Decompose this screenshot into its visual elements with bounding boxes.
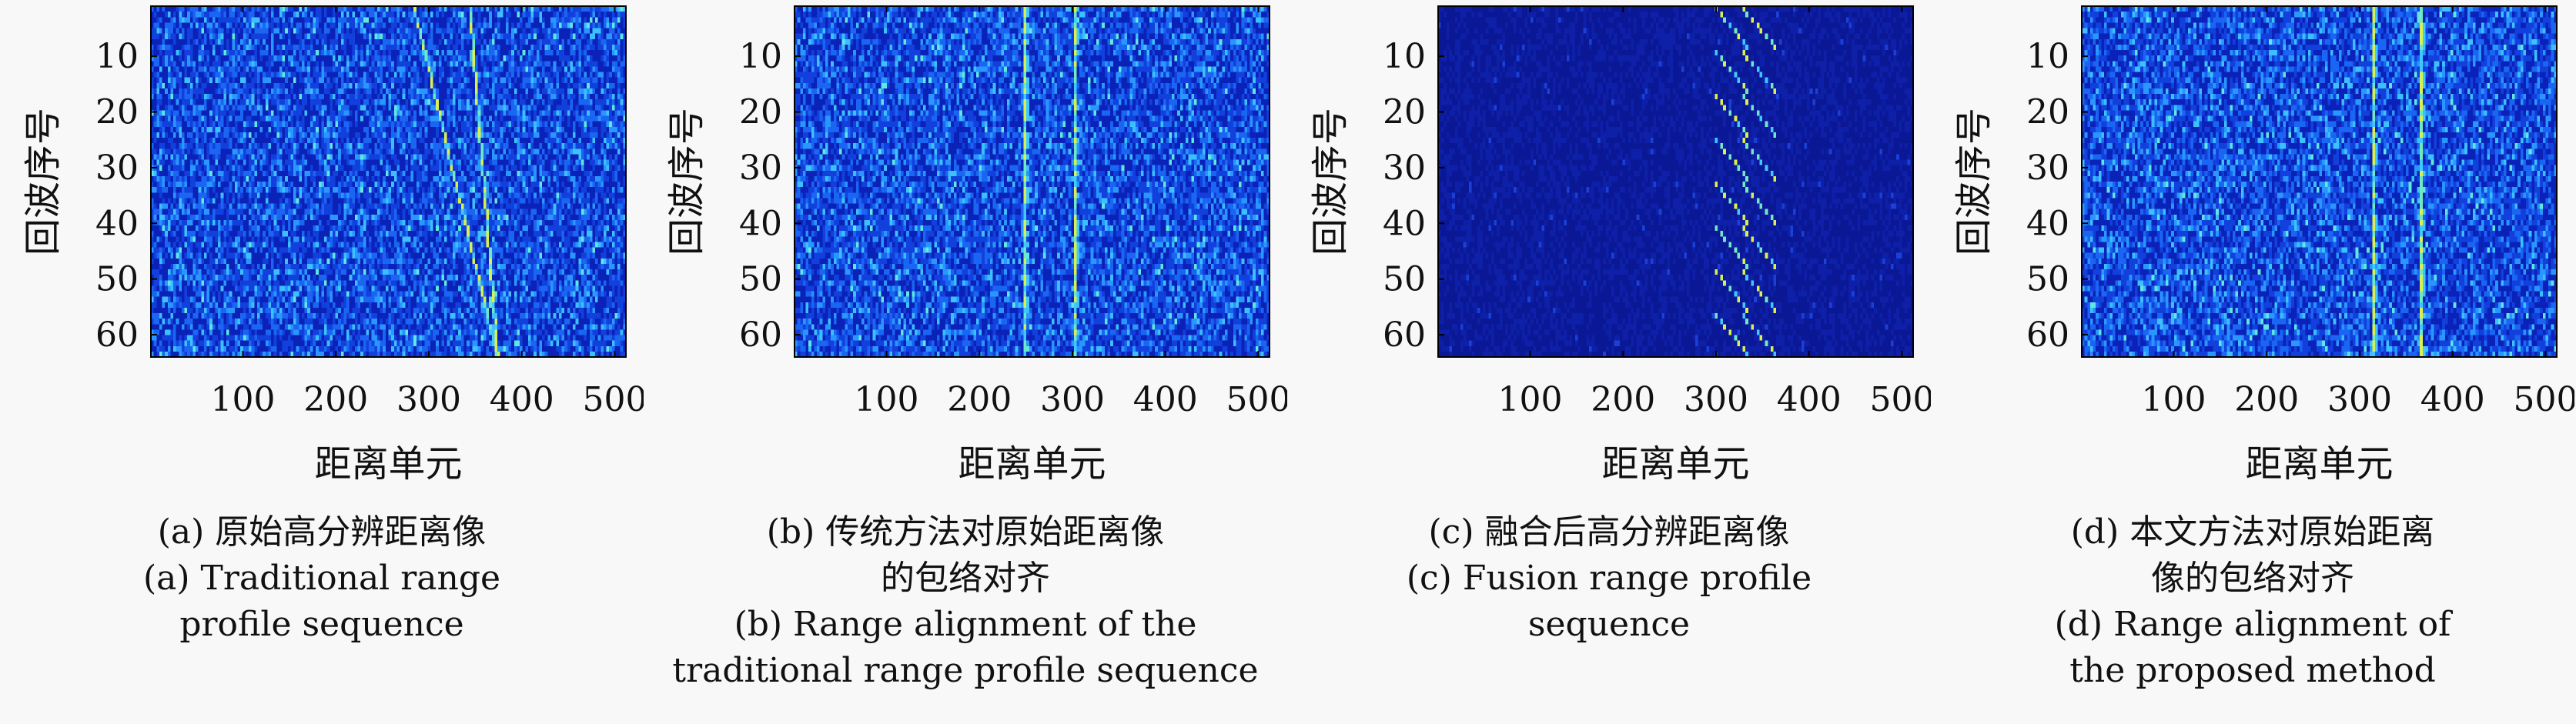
x-tick-label: 500 xyxy=(583,380,644,419)
heatmap-svg: 100 200 300 400 500 10 20 30 40 50 60 距离单元 回波序号 xyxy=(665,5,1287,485)
heatmap-svg: 100 200 300 400 500 10 20 30 40 50 60 距离单元 回波序号 xyxy=(1309,5,1931,485)
x-tick-label: 200 xyxy=(1591,380,1655,419)
x-tick-label: 400 xyxy=(1777,380,1842,419)
y-tick-label: 40 xyxy=(739,204,782,243)
heatmap-image xyxy=(1438,6,1913,357)
x-axis-label: 距离单元 xyxy=(958,442,1106,485)
y-tick-label: 50 xyxy=(739,260,782,299)
y-tick-label: 10 xyxy=(1383,37,1426,76)
x-tick-label: 300 xyxy=(1040,380,1105,419)
x-tick-label: 300 xyxy=(1684,380,1748,419)
chart-panel-2: 100 200 300 400 500 10 20 30 40 50 60 距离单元 回波序号 (b) 传… xyxy=(644,0,1287,724)
x-axis-label: 距离单元 xyxy=(2245,442,2393,485)
y-tick-label: 30 xyxy=(2026,148,2069,188)
x-tick-label: 200 xyxy=(303,380,368,419)
x-tick-label: 100 xyxy=(211,380,276,419)
heatmap-svg: 100 200 300 400 500 10 20 30 40 50 60 距离单元 回波序号 xyxy=(22,5,644,485)
caption-line: 像的包络对齐 xyxy=(2151,559,2354,598)
caption-line: (c) 融合后高分辨距离像 xyxy=(1428,512,1790,552)
x-tick-label: 500 xyxy=(1226,380,1287,419)
heatmap-image xyxy=(151,6,626,357)
chart-panel-3: 100 200 300 400 500 10 20 30 40 50 60 距离单元 回波序号 (c) 融… xyxy=(1287,0,1931,724)
caption-line: (b) 传统方法对原始距离像 xyxy=(766,512,1165,552)
caption-line: sequence xyxy=(1527,605,1691,644)
y-axis-label: 回波序号 xyxy=(22,108,65,255)
x-tick-label: 500 xyxy=(1870,380,1931,419)
heatmap-image xyxy=(2082,6,2557,357)
y-tick-label: 20 xyxy=(2026,93,2069,132)
heatmap-svg: 100 200 300 400 500 10 20 30 40 50 60 距离单元 回波序号 xyxy=(1952,5,2574,485)
plot-frame xyxy=(150,5,627,358)
x-tick-label: 400 xyxy=(1133,380,1198,419)
x-tick-label: 200 xyxy=(2234,380,2299,419)
x-axis-label: 距离单元 xyxy=(1601,442,1749,485)
caption-line: traditional range profile sequence xyxy=(672,651,1259,690)
x-tick-label: 300 xyxy=(396,380,461,419)
y-tick-label: 40 xyxy=(95,204,139,243)
y-tick-label: 50 xyxy=(95,260,139,299)
y-axis-label: 回波序号 xyxy=(1952,108,1996,255)
plot-frame xyxy=(1437,5,1914,358)
y-tick-label: 10 xyxy=(739,37,782,76)
x-tick-label: 100 xyxy=(1498,380,1563,419)
y-tick-label: 40 xyxy=(2026,204,2069,243)
caption-line: (b) Range alignment of the xyxy=(734,605,1197,644)
y-tick-label: 50 xyxy=(2026,260,2069,299)
caption-line: (d) Range alignment of xyxy=(2054,605,2451,644)
figure-caption: (a) 原始高分辨距离像 (a) Traditional range profile… xyxy=(0,509,644,648)
x-tick-label: 400 xyxy=(2420,380,2485,419)
y-tick-label: 20 xyxy=(95,93,139,132)
x-tick-label: 100 xyxy=(855,380,919,419)
y-tick-label: 20 xyxy=(1383,93,1426,132)
plot-frame xyxy=(794,5,1270,358)
x-tick-label: 100 xyxy=(2142,380,2206,419)
x-tick-label: 200 xyxy=(947,380,1012,419)
y-tick-label: 60 xyxy=(1383,315,1426,355)
y-tick-label: 60 xyxy=(739,315,782,355)
y-tick-label: 30 xyxy=(95,148,139,188)
caption-line: (a) 原始高分辨距离像 xyxy=(157,512,487,552)
y-tick-label: 60 xyxy=(2026,315,2069,355)
y-tick-label: 10 xyxy=(95,37,139,76)
heatmap-image xyxy=(795,6,1270,357)
figure-caption: (b) 传统方法对原始距离像 的包络对齐 (b) Range alignment o… xyxy=(644,509,1287,694)
caption-line: profile sequence xyxy=(179,605,464,644)
y-tick-label: 10 xyxy=(2026,37,2069,76)
plot-frame xyxy=(2081,5,2558,358)
caption-line: (a) Traditional range xyxy=(142,559,501,598)
y-axis-label: 回波序号 xyxy=(665,108,708,255)
y-tick-label: 30 xyxy=(1383,148,1426,188)
caption-line: (c) Fusion range profile xyxy=(1406,559,1812,598)
x-tick-label: 400 xyxy=(490,380,554,419)
caption-line: (d) 本文方法对原始距离 xyxy=(2070,512,2435,552)
y-tick-label: 30 xyxy=(739,148,782,188)
caption-line: the proposed method xyxy=(2069,651,2436,690)
y-axis-label: 回波序号 xyxy=(1309,108,1352,255)
y-tick-label: 50 xyxy=(1383,260,1426,299)
caption-line: 的包络对齐 xyxy=(881,559,1050,598)
x-tick-label: 500 xyxy=(2514,380,2574,419)
x-axis-label: 距离单元 xyxy=(314,442,462,485)
y-tick-label: 40 xyxy=(1383,204,1426,243)
x-tick-label: 300 xyxy=(2327,380,2392,419)
figure-caption: (c) 融合后高分辨距离像 (c) Fusion range profile seq… xyxy=(1287,509,1931,648)
chart-panel-1: 100 200 300 400 500 10 20 30 40 50 60 距离单元 回波序号 (a) 原… xyxy=(0,0,644,724)
y-tick-label: 60 xyxy=(95,315,139,355)
y-tick-label: 20 xyxy=(739,93,782,132)
chart-panel-4: 100 200 300 400 500 10 20 30 40 50 60 距离单元 回波序号 (d) 本… xyxy=(1931,0,2574,724)
figure-caption: (d) 本文方法对原始距离 像的包络对齐 (d) Range alignment o… xyxy=(1931,509,2574,694)
